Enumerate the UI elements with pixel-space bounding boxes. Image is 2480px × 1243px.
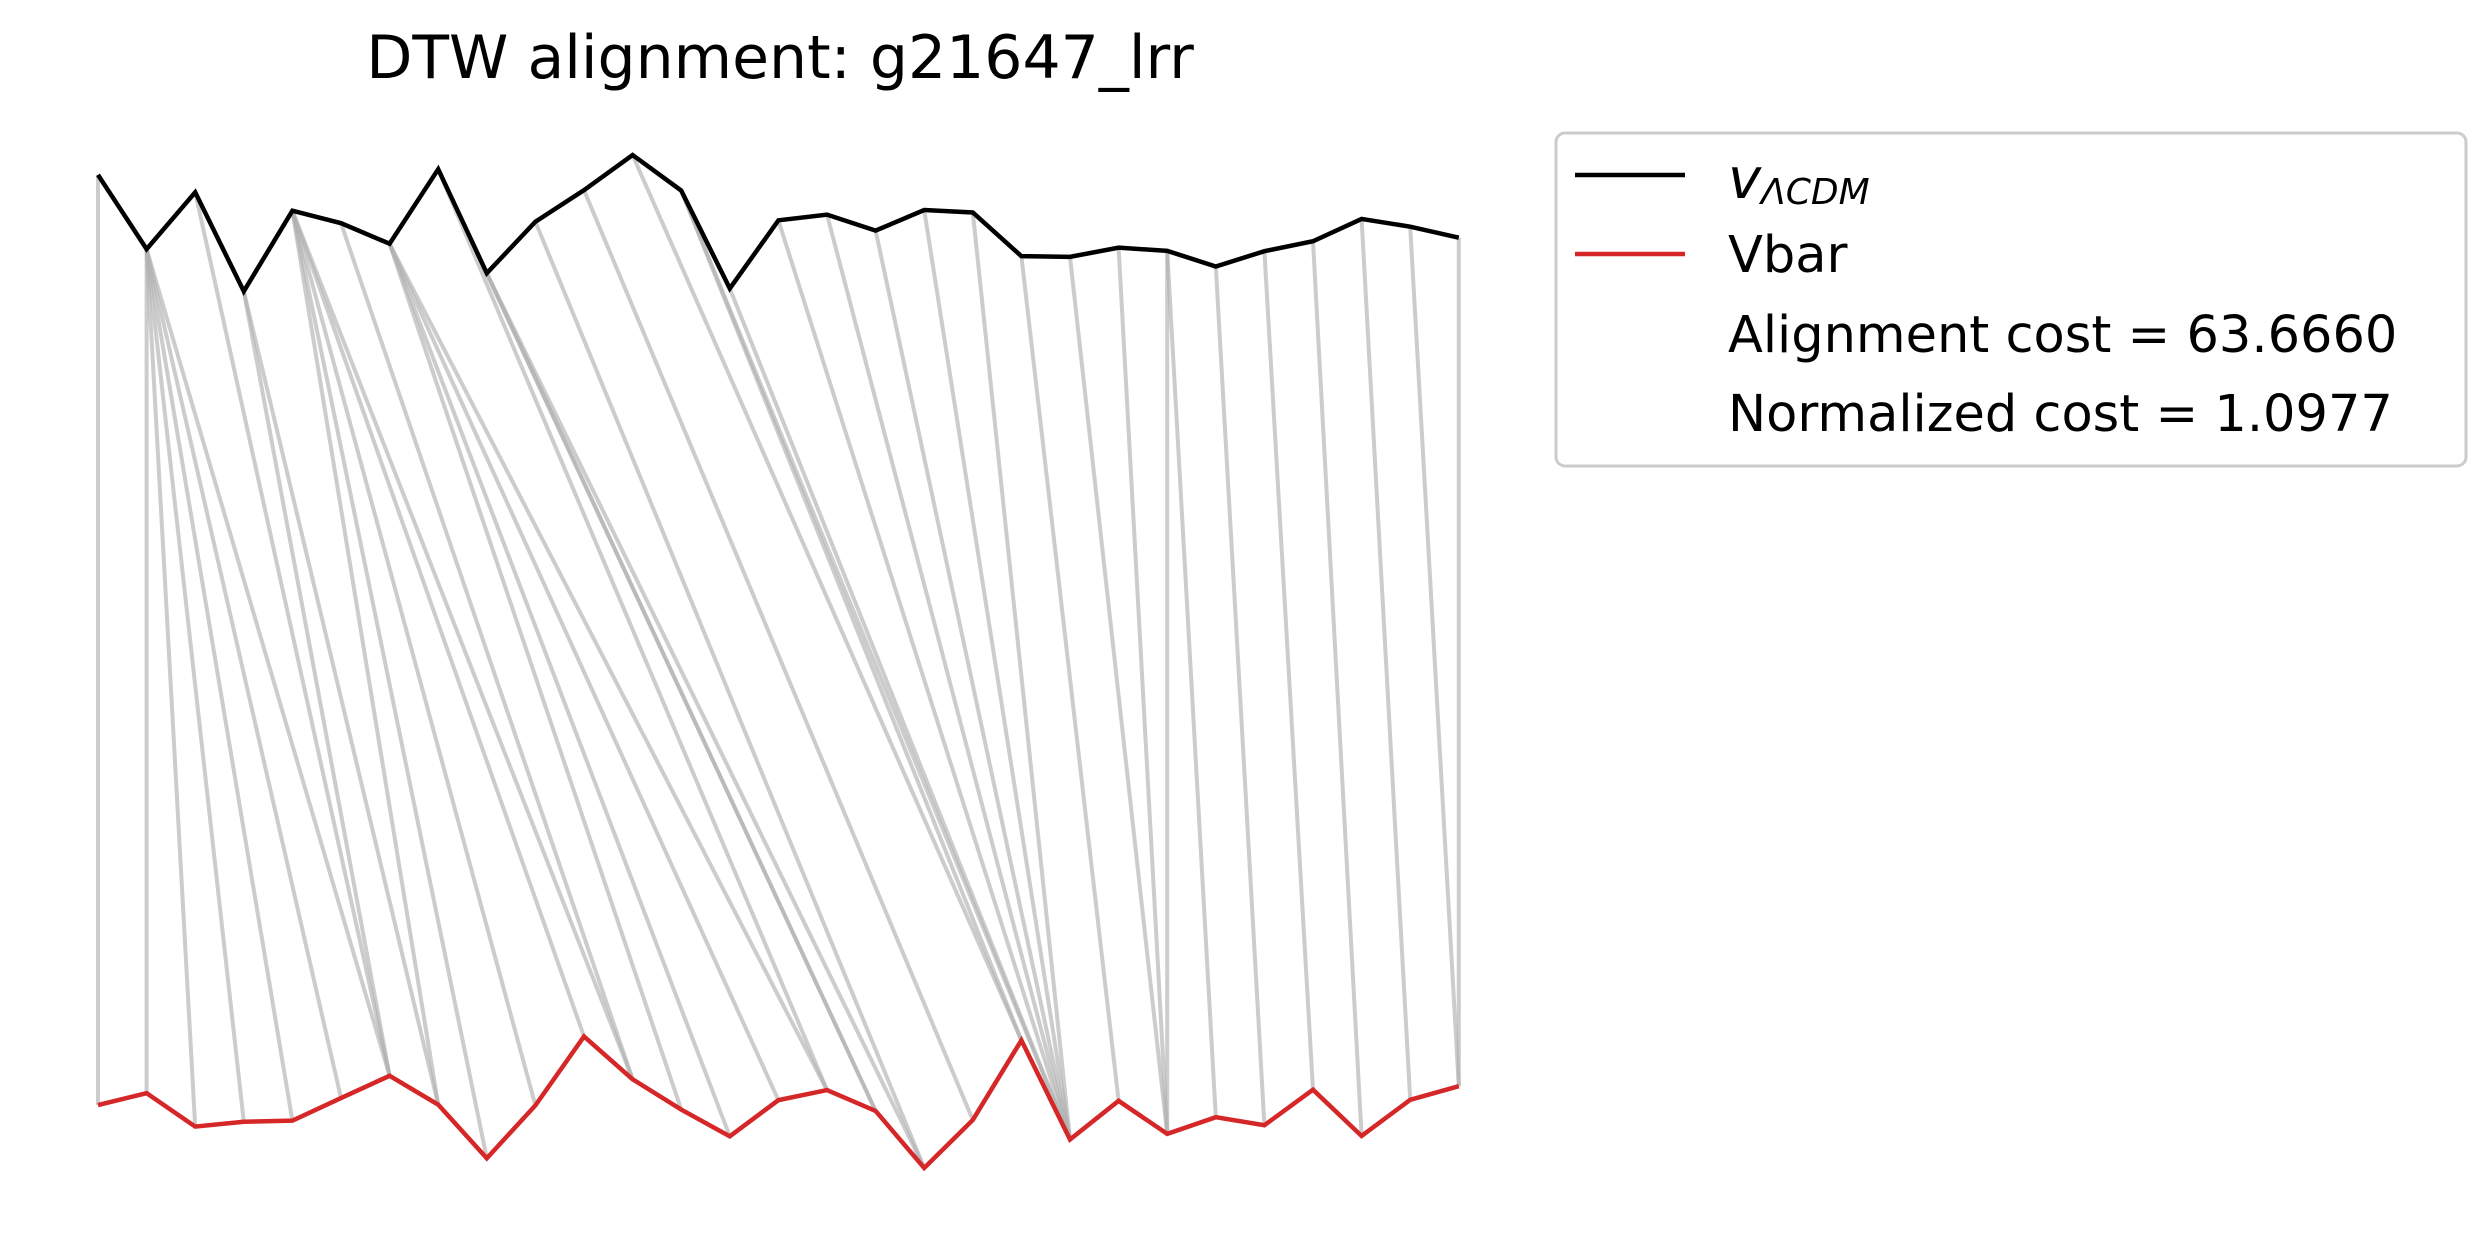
alignment-line: [144, 248, 198, 1127]
series-line-vbar: [97, 1033, 1460, 1172]
alignment-line: [873, 230, 1072, 1140]
alignment-line: [825, 214, 1072, 1140]
alignment-line: [436, 168, 829, 1091]
alignment-line: [387, 242, 781, 1101]
alignment-line: [727, 287, 1072, 1141]
alignment-line: [290, 210, 635, 1080]
alignment-line: [776, 219, 1072, 1141]
alignment-line: [582, 189, 975, 1121]
legend-normalized-cost: Normalized cost = 1.0977: [1728, 385, 2393, 444]
alignment-line: [1019, 255, 1121, 1102]
series-lines: [96, 152, 1460, 1172]
alignment-line: [387, 242, 829, 1091]
alignment-line: [1213, 266, 1267, 1126]
alignment-lines: [96, 154, 1461, 1169]
alignment-line: [144, 248, 392, 1077]
alignment-line: [144, 248, 246, 1122]
alignment-line: [1408, 226, 1461, 1087]
alignment-line: [290, 210, 586, 1038]
alignment-line: [387, 243, 684, 1111]
alignment-line: [1068, 256, 1170, 1135]
alignment-line: [485, 272, 926, 1169]
alignment-line: [144, 248, 295, 1122]
chart-title: DTW alignment: g21647_lrr: [366, 23, 1194, 93]
alignment-line: [339, 222, 635, 1080]
series-line-v-lcdm: [96, 152, 1460, 297]
alignment-line: [241, 290, 441, 1106]
alignment-line: [387, 243, 732, 1138]
alignment-line: [1116, 247, 1170, 1135]
alignment-line: [1262, 251, 1315, 1090]
alignment-line: [290, 210, 489, 1159]
legend-frame: [1554, 131, 2468, 468]
alignment-line: [970, 212, 1072, 1140]
alignment-line: [1165, 250, 1218, 1118]
legend-alignment-cost: Alignment cost = 63.6660: [1728, 306, 2397, 365]
alignment-line: [533, 220, 927, 1169]
alignment-line: [144, 248, 343, 1099]
alignment-line: [484, 272, 878, 1112]
alignment-line: [290, 210, 441, 1105]
alignment-line: [241, 290, 392, 1077]
alignment-line: [630, 154, 1024, 1042]
legend: vΛCDM Vbar Alignment cost = 63.6660 Norm…: [1554, 131, 2468, 468]
alignment-line: [1311, 241, 1364, 1137]
alignment-line: [290, 210, 538, 1106]
alignment-line: [193, 191, 392, 1077]
alignment-line: [1359, 218, 1413, 1100]
legend-label-vbar: Vbar: [1728, 226, 1848, 285]
alignment-line: [922, 209, 1072, 1140]
legend-label-v-lcdm: vΛCDM: [1728, 147, 1870, 213]
